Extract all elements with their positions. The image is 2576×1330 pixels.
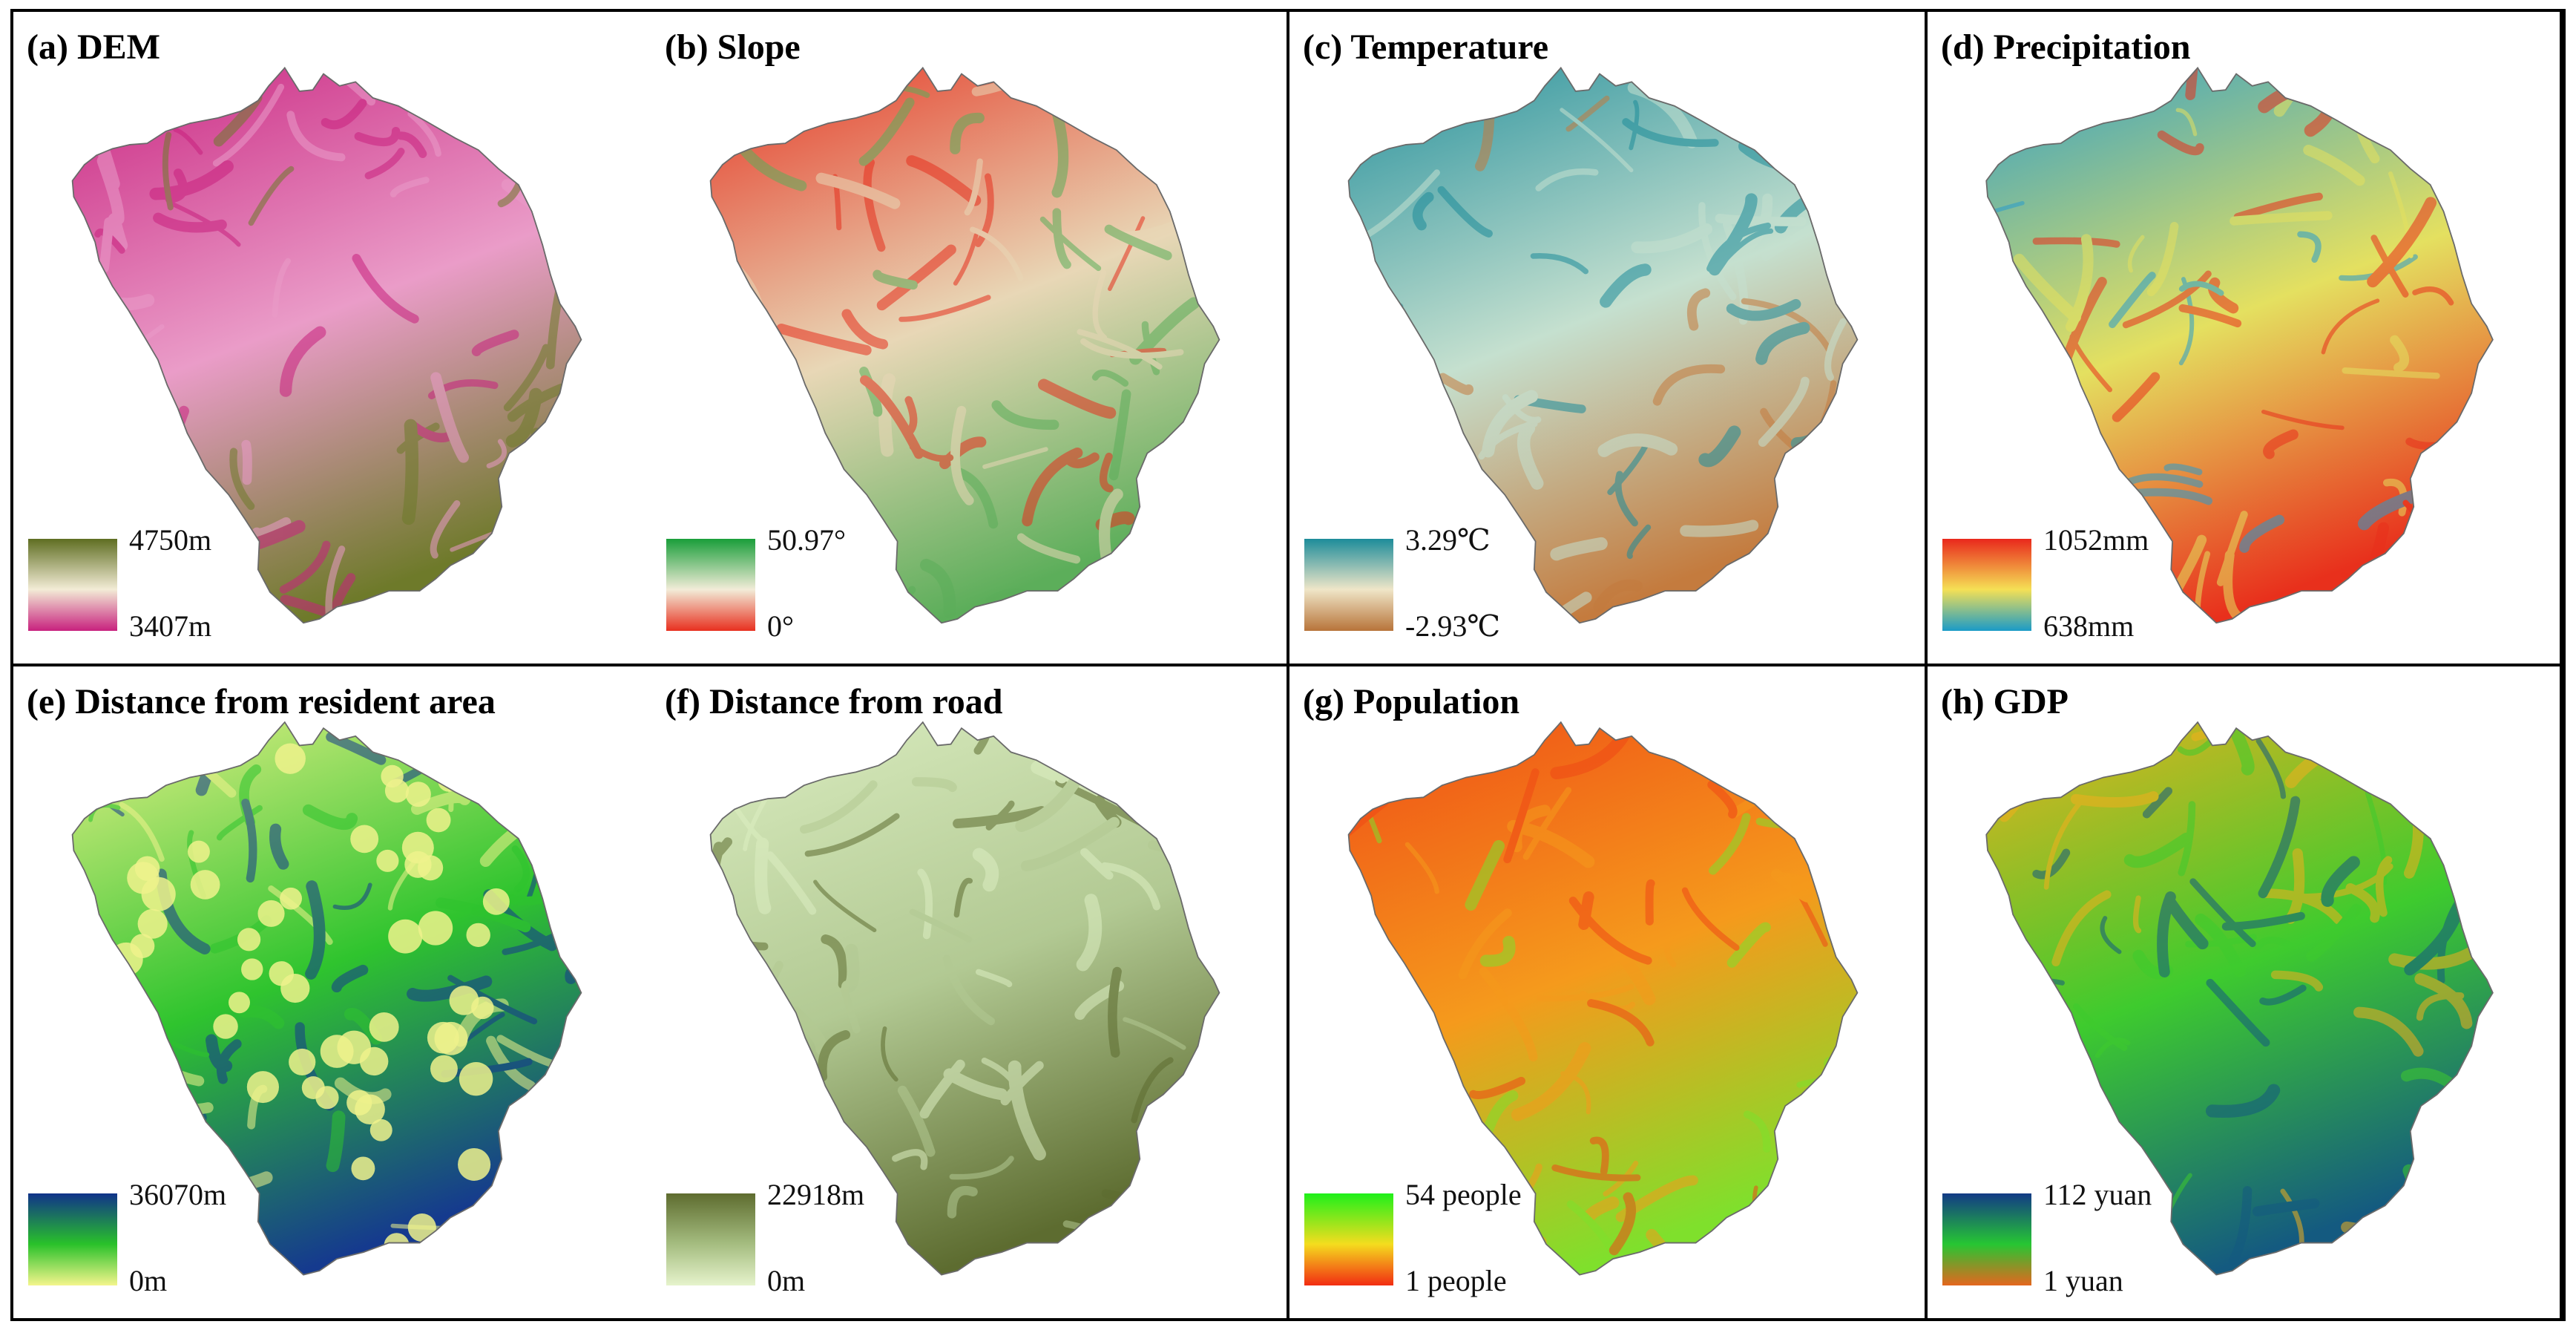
panel-title: (d) Precipitation xyxy=(1941,27,2191,67)
panel-d-precipitation: (d) Precipitation 1052mm 638mm xyxy=(1928,12,2563,666)
legend-max-label: 36070m xyxy=(129,1178,227,1211)
figure: (a) DEM 4750m 3407m (b) Slope 50.97° 0° … xyxy=(10,9,2566,1321)
legend-color-bar xyxy=(666,539,755,631)
population-legend: 54 people 1 people xyxy=(1304,1178,1557,1297)
legend-max-label: 1052mm xyxy=(2043,523,2149,557)
panel-f-distance-road: (f) Distance from road 22918m 0m xyxy=(651,666,1289,1318)
road-distance-legend: 22918m 0m xyxy=(666,1178,919,1297)
population-map xyxy=(1347,721,1859,1276)
legend-max-label: 3.29℃ xyxy=(1405,523,1491,557)
legend-max-label: 22918m xyxy=(767,1178,865,1211)
panel-c-temperature: (c) Temperature 3.29℃ -2.93℃ xyxy=(1289,12,1928,666)
panel-title: (g) Population xyxy=(1303,682,1520,721)
temperature-map xyxy=(1347,66,1859,624)
temperature-legend: 3.29℃ -2.93℃ xyxy=(1304,523,1557,643)
legend-min-label: 1 yuan xyxy=(2043,1264,2123,1297)
panel-title: (f) Distance from road xyxy=(665,682,1003,721)
panel-g-population: (g) Population 54 people 1 people xyxy=(1289,666,1928,1318)
legend-max-label: 112 yuan xyxy=(2043,1178,2152,1211)
legend-color-bar xyxy=(28,1193,117,1285)
panel-b-slope: (b) Slope 50.97° 0° xyxy=(651,12,1289,666)
legend-min-label: 638mm xyxy=(2043,609,2135,643)
legend-min-label: 1 people xyxy=(1405,1264,1507,1297)
panel-h-gdp: (h) GDP 112 yuan 1 yuan xyxy=(1928,666,2563,1318)
legend-color-bar xyxy=(1304,1193,1393,1285)
panel-a-dem: (a) DEM 4750m 3407m xyxy=(13,12,651,666)
legend-color-bar xyxy=(28,539,117,631)
legend-color-bar xyxy=(666,1193,755,1285)
precipitation-map xyxy=(1985,66,2494,624)
legend-color-bar xyxy=(1304,539,1393,631)
gdp-legend: 112 yuan 1 yuan xyxy=(1942,1178,2195,1297)
precipitation-legend: 1052mm 638mm xyxy=(1942,523,2195,643)
panel-title: (e) Distance from resident area xyxy=(27,682,496,721)
legend-min-label: 0° xyxy=(767,609,794,643)
legend-max-label: 54 people xyxy=(1405,1178,1522,1211)
panel-e-distance-resident: (e) Distance from resident area 36070m 0… xyxy=(13,666,651,1318)
road-distance-map xyxy=(709,721,1220,1276)
legend-min-label: 3407m xyxy=(129,609,212,643)
legend-color-bar xyxy=(1942,1193,2031,1285)
panel-title: (c) Temperature xyxy=(1303,27,1549,67)
resident-distance-map xyxy=(71,721,582,1276)
legend-color-bar xyxy=(1942,539,2031,631)
legend-max-label: 50.97° xyxy=(767,523,846,557)
dem-legend: 4750m 3407m xyxy=(28,523,280,643)
slope-legend: 50.97° 0° xyxy=(666,523,919,643)
gdp-map xyxy=(1985,721,2494,1276)
panel-title: (h) GDP xyxy=(1941,682,2069,721)
legend-min-label: 0m xyxy=(767,1264,806,1297)
panel-title: (a) DEM xyxy=(27,27,160,67)
legend-max-label: 4750m xyxy=(129,523,212,557)
resident-distance-legend: 36070m 0m xyxy=(28,1178,280,1297)
legend-min-label: 0m xyxy=(129,1264,168,1297)
panel-title: (b) Slope xyxy=(665,27,801,67)
legend-min-label: -2.93℃ xyxy=(1405,609,1501,643)
